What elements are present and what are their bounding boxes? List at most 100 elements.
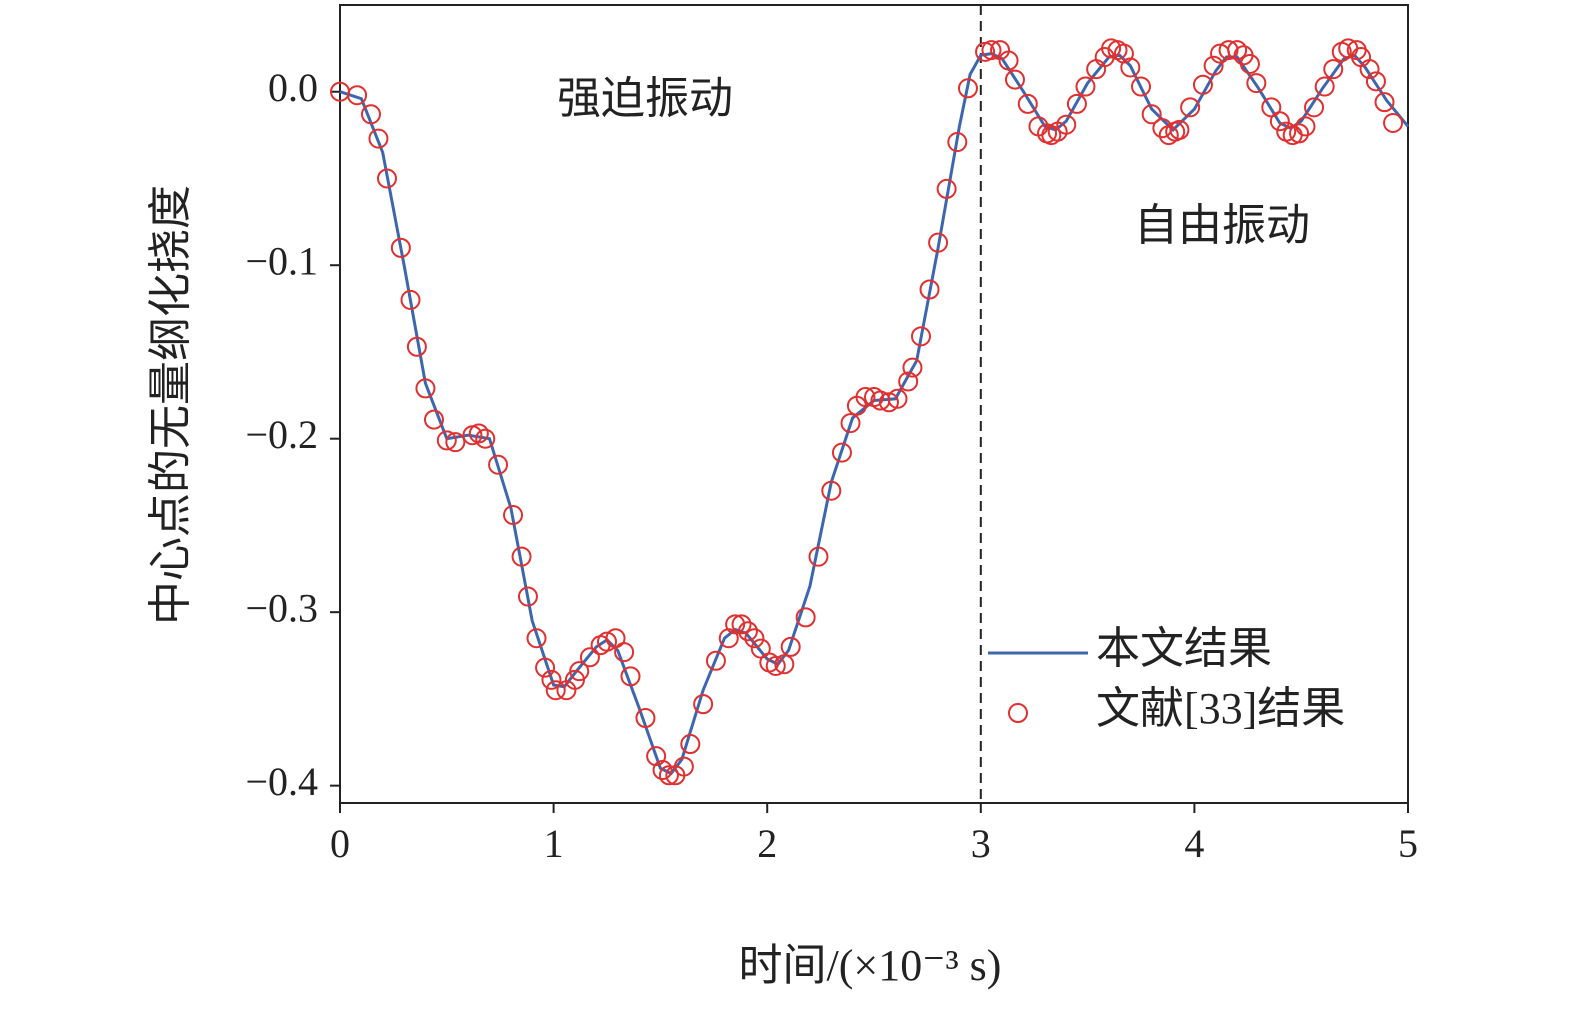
point (579, 647, 600, 668)
point (1004, 69, 1025, 90)
point (947, 132, 968, 153)
point (1227, 40, 1248, 61)
point (1295, 116, 1316, 137)
y-axis-label: 中心点的无量纲化挠度 (146, 185, 195, 625)
point (436, 430, 457, 451)
point (390, 237, 411, 258)
point (919, 279, 940, 300)
point (1365, 71, 1386, 92)
point (1314, 76, 1335, 97)
point (998, 50, 1019, 71)
point (981, 40, 1002, 61)
legend-label: 文献[33]结果 (1096, 684, 1345, 733)
point (535, 657, 556, 678)
point (765, 655, 786, 676)
point (1141, 104, 1162, 125)
point (910, 326, 931, 347)
point (368, 128, 389, 149)
y-tick-label: −0.3 (245, 585, 318, 630)
point (1192, 74, 1213, 95)
point (1017, 93, 1038, 114)
y-tick-label: −0.2 (245, 412, 318, 457)
point (569, 661, 590, 682)
point (673, 756, 694, 777)
point (1169, 119, 1190, 140)
point (898, 371, 919, 392)
point (406, 336, 427, 357)
point (744, 628, 765, 649)
point (635, 707, 656, 728)
point (731, 614, 752, 635)
point (1056, 114, 1077, 135)
point (1203, 55, 1224, 76)
point (545, 680, 566, 701)
point (705, 650, 726, 671)
point (693, 694, 714, 715)
point (1323, 59, 1344, 80)
point (1374, 92, 1395, 113)
point (400, 289, 421, 310)
point (1359, 59, 1380, 80)
point (347, 85, 368, 106)
point (517, 586, 538, 607)
point (423, 409, 444, 430)
point (488, 454, 509, 475)
point (503, 505, 524, 526)
point (737, 621, 758, 642)
y-tick-label: −0.4 (245, 759, 318, 804)
point (1218, 40, 1239, 61)
point (750, 638, 771, 659)
point (887, 388, 908, 409)
point (1066, 93, 1087, 114)
point (795, 607, 816, 628)
x-tick-label: 2 (757, 821, 777, 866)
legend-marker (1008, 703, 1028, 723)
point (831, 442, 852, 463)
point (680, 734, 701, 755)
point (1289, 123, 1310, 144)
point (1180, 97, 1201, 118)
plot-frame (339, 4, 1409, 804)
y-tick-label: 0.0 (268, 65, 318, 110)
point (928, 232, 949, 253)
point (360, 104, 381, 125)
point (658, 765, 679, 786)
point (957, 78, 978, 99)
point (780, 636, 801, 657)
point (526, 628, 547, 649)
point (1269, 111, 1290, 132)
point (1246, 73, 1267, 94)
point (725, 614, 746, 635)
point (614, 642, 635, 663)
point (1131, 76, 1151, 97)
point (541, 669, 562, 690)
x-tick-label: 5 (1398, 821, 1418, 866)
x-axis-label: 时间/(×10⁻³ s) (739, 941, 1002, 990)
annotation: 强迫振动 (557, 74, 733, 123)
point (652, 760, 673, 781)
point (855, 387, 876, 408)
y-tick-label: −0.1 (245, 238, 318, 283)
legend-label: 本文结果 (1096, 624, 1272, 673)
point (597, 631, 617, 652)
annotation: 自由振动 (1134, 201, 1310, 250)
point (475, 428, 496, 449)
point (840, 413, 861, 434)
point (878, 392, 899, 413)
point (902, 357, 923, 378)
point (1239, 53, 1260, 74)
x-tick-label: 3 (971, 821, 991, 866)
point (1075, 76, 1096, 97)
x-tick-label: 0 (330, 821, 350, 866)
point (1304, 97, 1325, 118)
point (808, 546, 829, 567)
point (468, 423, 489, 444)
point (1120, 57, 1141, 78)
point (774, 654, 795, 675)
point (445, 432, 466, 453)
x-tick-label: 4 (1184, 821, 1204, 866)
point (1383, 112, 1404, 133)
point (376, 168, 397, 189)
point (620, 666, 641, 687)
